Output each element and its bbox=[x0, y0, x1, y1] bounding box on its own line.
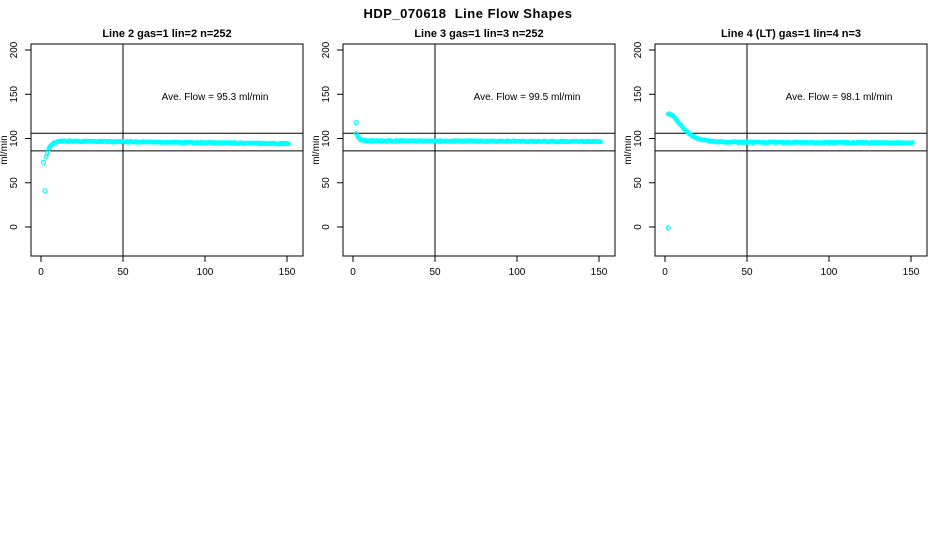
panel-title: Line 3 gas=1 lin=3 n=252 bbox=[414, 28, 543, 40]
y-axis-tick-label: 150 bbox=[9, 85, 20, 102]
data-series bbox=[43, 138, 291, 160]
plot-panel-2: Line 3 gas=1 lin=3 n=252 0 50 100 150 0 50 100 1… bbox=[312, 28, 616, 278]
panel-row: Line 2 gas=1 lin=2 n=252 0 50 100 150 0 50 100 1… bbox=[0, 28, 928, 278]
x-axis-tick-label: 100 bbox=[509, 267, 526, 278]
y-axis-tick-label: 50 bbox=[9, 177, 20, 189]
data-point bbox=[910, 140, 915, 145]
y-axis-tick-label: 100 bbox=[321, 130, 332, 147]
y-axis-tick-label: 150 bbox=[321, 85, 332, 102]
y-axis-tick-label: 100 bbox=[9, 130, 20, 147]
plot-border bbox=[30, 43, 304, 257]
y-axis-tick-label: 100 bbox=[633, 130, 644, 147]
x-axis-tick-label: 50 bbox=[117, 267, 129, 278]
x-axis-tick-label: 150 bbox=[591, 267, 608, 278]
outlier-point bbox=[40, 159, 47, 165]
ave-flow-annotation: Ave. Flow = 98.1 ml/min bbox=[786, 92, 893, 103]
ave-flow-annotation: Ave. Flow = 99.5 ml/min bbox=[474, 92, 581, 103]
data-point bbox=[43, 154, 49, 160]
ave-flow-annotation: Ave. Flow = 95.3 ml/min bbox=[162, 92, 269, 103]
y-axis-label: ml/min bbox=[312, 135, 322, 164]
y-axis-label: ml/min bbox=[624, 135, 634, 164]
data-point bbox=[286, 141, 291, 147]
y-axis-tick-label: 150 bbox=[633, 85, 644, 102]
x-axis-tick-label: 0 bbox=[38, 267, 44, 278]
panel-title: Line 2 gas=1 lin=2 n=252 bbox=[102, 28, 231, 40]
x-axis-tick-label: 0 bbox=[350, 267, 356, 278]
x-axis-tick-label: 50 bbox=[429, 267, 441, 278]
plot-panel-1: Line 2 gas=1 lin=2 n=252 0 50 100 150 0 50 100 1… bbox=[0, 28, 304, 278]
y-axis-tick-label: 200 bbox=[633, 41, 644, 58]
y-axis-tick-label: 200 bbox=[321, 41, 332, 58]
x-axis-tick-label: 100 bbox=[821, 267, 838, 278]
x-axis-tick-label: 100 bbox=[197, 267, 214, 278]
y-axis-tick-label: 200 bbox=[9, 41, 20, 58]
y-axis-tick-label: 0 bbox=[9, 224, 20, 230]
outlier-point bbox=[665, 225, 671, 231]
plot-border bbox=[654, 43, 928, 257]
y-axis-tick-label: 0 bbox=[633, 224, 644, 230]
plot-panel-3: Line 4 (LT) gas=1 lin=4 n=3 0 50 100 150 0 50 1… bbox=[624, 28, 928, 278]
panel-title: Line 4 (LT) gas=1 lin=4 n=3 bbox=[721, 28, 861, 40]
plot-border bbox=[342, 43, 616, 257]
x-axis-tick-label: 0 bbox=[662, 267, 668, 278]
data-series bbox=[665, 111, 915, 146]
outlier-point bbox=[42, 188, 48, 194]
data-series bbox=[353, 130, 603, 145]
outlier-point bbox=[353, 119, 359, 126]
data-point bbox=[598, 139, 603, 145]
figure-title: HDP_070618 Line Flow Shapes bbox=[363, 6, 573, 21]
y-axis-tick-label: 50 bbox=[321, 177, 332, 189]
y-axis-tick-label: 0 bbox=[321, 224, 332, 230]
y-axis-label: ml/min bbox=[0, 135, 10, 164]
y-axis-tick-label: 50 bbox=[633, 177, 644, 189]
x-axis-tick-label: 150 bbox=[903, 267, 920, 278]
x-axis-tick-label: 150 bbox=[279, 267, 296, 278]
x-axis-tick-label: 50 bbox=[741, 267, 753, 278]
